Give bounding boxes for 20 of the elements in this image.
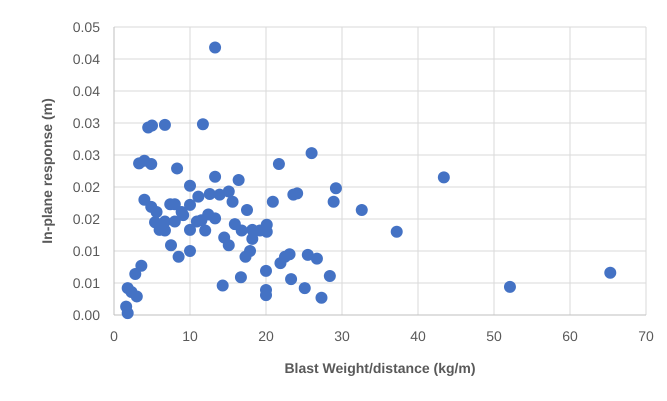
x-tick-label: 70 bbox=[638, 328, 654, 344]
x-tick-label: 50 bbox=[486, 328, 502, 344]
y-tick-label: 0.04 bbox=[72, 82, 100, 99]
y-tick-label: 0.05 bbox=[72, 18, 100, 35]
x-tick-label: 10 bbox=[182, 328, 198, 344]
y-tick-label: 0.03 bbox=[72, 114, 100, 131]
y-tick-label: 0.00 bbox=[72, 306, 100, 323]
y-tick-label: 0.01 bbox=[72, 242, 100, 259]
x-tick-label: 40 bbox=[410, 328, 426, 344]
y-tick-label: 0.03 bbox=[72, 146, 100, 163]
y-tick-label: 0.02 bbox=[72, 210, 100, 227]
x-axis-title: Blast Weight/distance (kg/m) bbox=[284, 360, 476, 376]
x-tick-label: 60 bbox=[562, 328, 578, 344]
y-tick-label: 0.01 bbox=[72, 274, 100, 291]
x-tick-label: 20 bbox=[258, 328, 274, 344]
x-tick-label: 30 bbox=[334, 328, 350, 344]
y-axis-title: In-plane response (m) bbox=[39, 98, 55, 244]
x-tick-label: 0 bbox=[110, 328, 118, 344]
y-tick-label: 0.02 bbox=[72, 178, 100, 195]
y-tick-label: 0.04 bbox=[72, 50, 100, 67]
